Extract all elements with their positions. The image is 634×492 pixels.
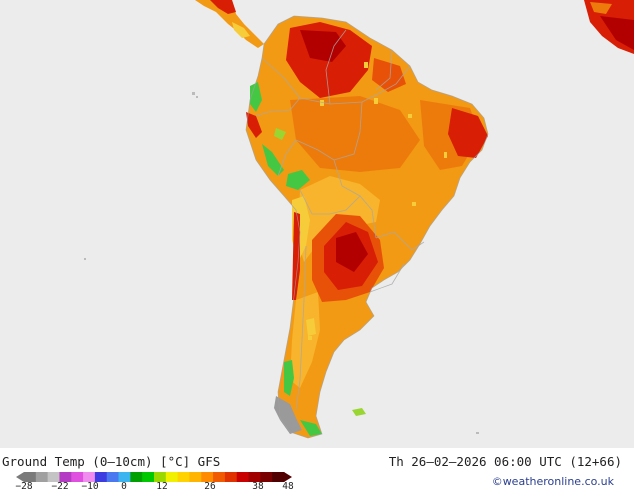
map-svg	[84, 0, 634, 439]
scale-arrow-right	[284, 472, 292, 482]
argentina-yellow-spots	[306, 318, 316, 336]
speckle	[364, 62, 368, 68]
scale-tick: 0	[121, 481, 127, 492]
scale-segment	[272, 472, 285, 482]
speckle	[444, 152, 447, 158]
scale-arrow-left	[16, 472, 24, 482]
color-scale-bar	[16, 472, 292, 482]
chile-coast-red-line	[292, 212, 300, 300]
chile-green-strip	[284, 360, 294, 396]
scale-segment	[260, 472, 273, 482]
scale-tick: 12	[156, 481, 168, 492]
tierra-green-zone	[300, 420, 322, 436]
scale-segment	[59, 472, 72, 482]
peru-green-zone	[262, 144, 284, 176]
falklands	[352, 408, 366, 416]
guyana-red-zone	[372, 58, 406, 92]
ecuador-green-zone	[250, 82, 262, 112]
caribbean-island-dark	[600, 16, 634, 50]
scale-segment	[71, 472, 84, 482]
color-scale: −28 −22 −10 0 12 26 38 48	[15, 472, 294, 492]
speckle	[412, 202, 416, 206]
scale-tick: −10	[81, 481, 99, 492]
scale-segment	[142, 472, 155, 482]
scale-tick: 48	[282, 481, 294, 492]
coastlines	[245, 15, 489, 439]
scale-segment	[177, 472, 190, 482]
scale-segment	[47, 472, 60, 482]
southern-islands-grey	[274, 396, 302, 434]
scale-tick: −28	[15, 481, 33, 492]
patagonia-light-zone	[290, 292, 320, 388]
scale-segment	[35, 472, 49, 482]
bolivia-green-zone	[286, 170, 310, 190]
peru-coast-red-strip	[246, 112, 262, 138]
speckle	[308, 336, 312, 340]
scale-segment	[236, 472, 249, 482]
ocean-island-specks	[84, 92, 479, 434]
speckle	[374, 98, 378, 104]
scale-segment	[224, 472, 238, 482]
scale-tick: −22	[51, 481, 69, 492]
scale-segment	[248, 472, 261, 482]
scale-segment	[154, 472, 167, 482]
central-america-red	[210, 0, 236, 14]
scale-segment	[94, 472, 108, 482]
scale-tick: 38	[252, 481, 264, 492]
scale-segment	[130, 472, 143, 482]
speckle	[320, 100, 324, 106]
scale-tick: 26	[204, 481, 216, 492]
scale-segment	[24, 472, 37, 482]
scale-segment	[118, 472, 131, 482]
ne-brazil-red-zone	[448, 108, 488, 158]
scale-segment	[201, 472, 214, 482]
country-borders	[255, 29, 425, 411]
central-america-yellow	[232, 22, 250, 38]
chaco-dark-red-zone	[336, 232, 368, 272]
temperature-map[interactable]	[0, 0, 634, 448]
forecast-datetime: Th 26–02–2026 06:00 UTC (12+66)	[388, 454, 622, 469]
footer: Ground Temp (0–10cm) [°C] GFS Th 26–02–2…	[0, 448, 634, 492]
scale-segment	[165, 472, 179, 482]
map-title: Ground Temp (0–10cm) [°C] GFS	[2, 454, 221, 469]
scale-segment	[106, 472, 119, 482]
scale-segment	[213, 472, 226, 482]
scale-segment	[189, 472, 202, 482]
credit-link[interactable]: ©weatheronline.co.uk	[491, 475, 614, 488]
light-green-patch	[274, 128, 286, 140]
north-dark-red-zone	[300, 30, 346, 62]
scale-segment	[83, 472, 96, 482]
caribbean-island-orange	[590, 2, 612, 14]
speckle	[408, 114, 412, 118]
